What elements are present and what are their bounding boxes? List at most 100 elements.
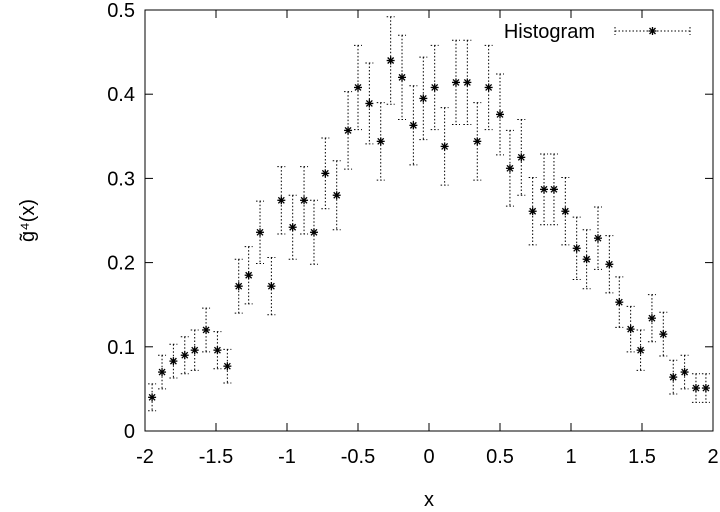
error-bar [636,329,645,371]
legend: Histogram [504,21,691,43]
data-point [256,228,265,237]
x-tick-label: 1.5 [628,446,656,468]
error-bar [234,258,243,314]
data-point [148,393,157,402]
data-point [528,207,537,216]
error-bar [277,166,286,235]
data-point [332,191,341,200]
error-bar [300,166,309,235]
error-bar [365,62,374,145]
y-tick-label: 0 [124,421,135,443]
data-point [659,330,668,339]
x-axis-label: x [424,489,434,511]
plot-frame [144,9,714,432]
data-point [669,373,678,382]
error-bar [669,359,678,395]
data-point [398,73,407,82]
data-point [234,282,243,291]
data-point [376,137,385,146]
data-point [540,185,549,194]
data-point [430,83,439,92]
error-bar [158,354,167,390]
data-point [517,153,526,162]
error-bar [626,305,635,353]
data-point [549,185,558,194]
data-point [365,99,374,108]
data-point [419,94,428,103]
error-bar [572,216,581,280]
data-points [148,56,710,402]
data-point [615,298,624,307]
error-bar [505,129,514,207]
data-point [463,78,472,87]
data-point [484,83,493,92]
error-bar [680,354,689,390]
error-bar [517,118,526,196]
y-tick-label: 0.2 [107,253,135,275]
data-point [680,368,689,377]
data-point [701,384,710,393]
data-point [409,121,418,130]
y-tick-labels: 0 0.1 0.2 0.3 0.4 0.5 [107,0,135,443]
error-bar [190,329,199,371]
data-point [386,56,395,65]
data-point [451,78,460,87]
x-tick-label: -0.5 [341,446,375,468]
legend-marker [648,27,657,35]
data-point [213,346,222,355]
legend-sample-histogram [614,27,691,35]
data-point [321,169,330,178]
data-point [309,228,318,237]
data-point [169,357,178,366]
error-bar [332,160,341,231]
x-tick-label: 1 [565,446,576,468]
x-tick-label: 0.5 [486,446,514,468]
x-tick-label: 0 [423,446,434,468]
data-point [647,314,656,323]
data-point [158,368,167,377]
data-point [572,244,581,253]
data-point [561,207,570,216]
y-axis-label: g̃⁴(x) [17,199,39,242]
data-point [190,346,199,355]
error-bar [496,73,504,156]
y-tick-label: 0.1 [107,337,135,359]
data-point [691,384,700,393]
error-bar [169,343,178,379]
data-point [440,142,449,151]
data-point [605,260,614,269]
error-bar [528,177,537,246]
error-bar [223,348,232,384]
x-tick-label: -1 [278,446,296,468]
error-bar [561,177,570,246]
data-point [473,137,482,146]
ticks [144,9,714,432]
error-bar [647,294,656,343]
data-point [244,271,253,280]
data-point [626,325,635,334]
x-tick-label: 2 [707,446,718,468]
data-point [505,164,514,173]
x-tick-labels: -2 -1.5 -1 -0.5 0 0.5 1 1.5 2 [136,446,718,468]
data-point [593,234,602,243]
error-bar [148,383,157,412]
legend-label-histogram: Histogram [504,21,595,43]
data-point [496,110,504,119]
data-point [300,196,309,205]
data-point [277,196,286,205]
data-point [223,362,232,371]
y-tick-label: 0.5 [107,0,135,22]
data-point [636,346,645,355]
error-bar [593,206,602,270]
error-bars [148,16,710,412]
y-tick-label: 0.3 [107,168,135,190]
data-point [288,223,297,232]
x-tick-label: -1.5 [199,446,233,468]
x-tick-label: -2 [136,446,154,468]
y-tick-label: 0.4 [107,84,135,106]
data-point [354,83,362,92]
data-point [344,126,353,135]
data-point [582,255,591,264]
data-point [267,282,276,291]
